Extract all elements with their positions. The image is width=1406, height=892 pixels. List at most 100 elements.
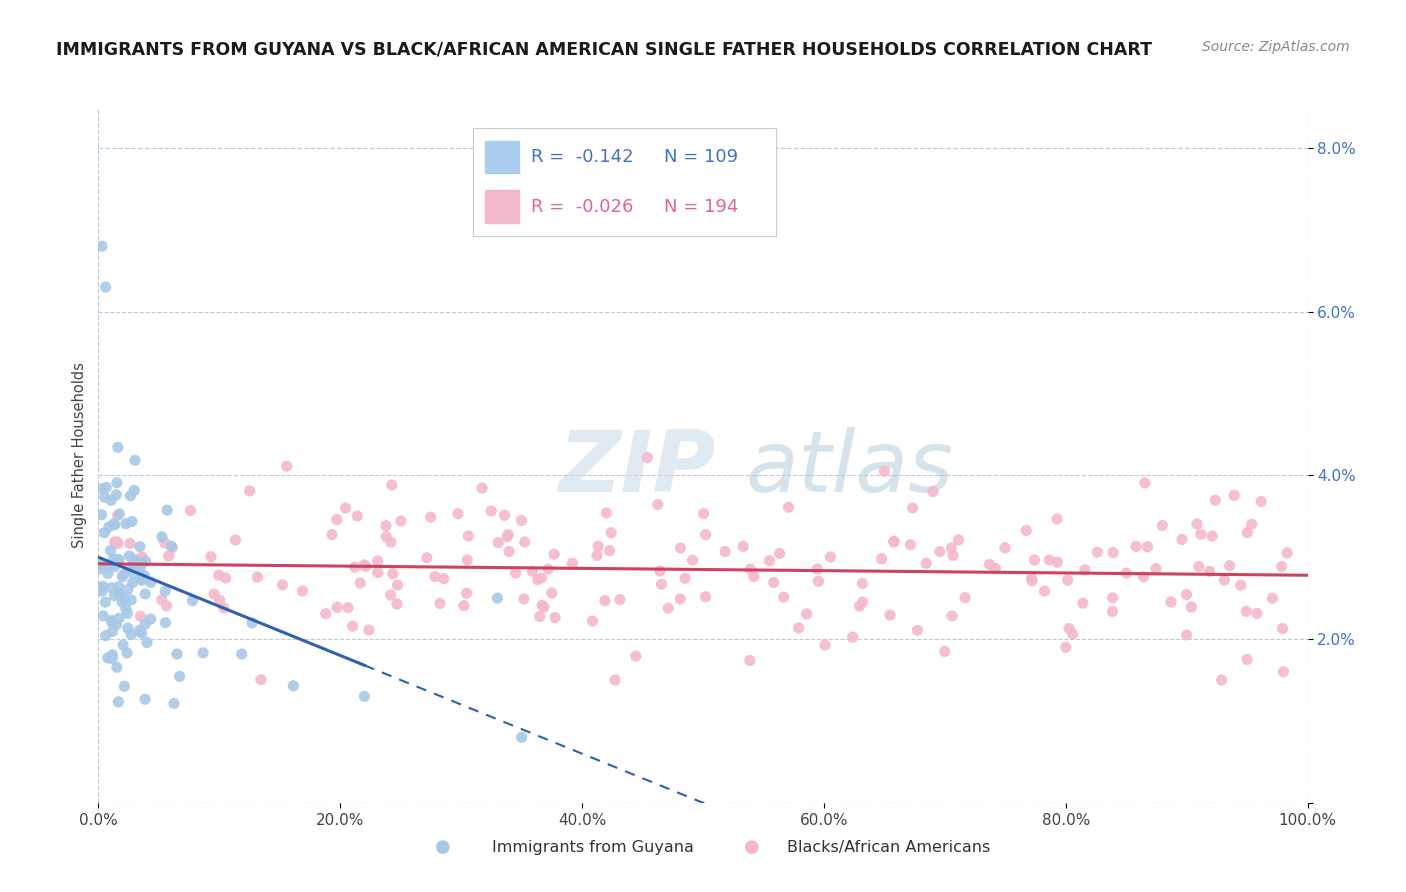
Point	[107, 508, 129, 523]
Point	[682, 553, 704, 567]
Point	[94, 280, 117, 294]
Point	[1046, 512, 1069, 526]
Point	[915, 556, 938, 570]
Point	[762, 575, 785, 590]
Point	[353, 690, 375, 704]
Point	[1213, 573, 1236, 587]
Point	[1223, 488, 1246, 502]
Point	[595, 506, 617, 520]
Point	[905, 624, 928, 638]
Point	[118, 561, 141, 575]
Point	[155, 584, 177, 599]
Point	[543, 547, 565, 561]
Point	[870, 551, 893, 566]
Point	[669, 592, 692, 607]
Point	[636, 450, 658, 465]
Point	[496, 530, 519, 544]
Point	[128, 624, 150, 638]
Point	[103, 552, 125, 566]
Point	[901, 500, 924, 515]
Point	[122, 552, 145, 566]
Point	[97, 520, 120, 534]
Point	[778, 500, 800, 515]
Point	[1038, 553, 1060, 567]
Point	[283, 679, 305, 693]
Point	[101, 651, 124, 665]
Point	[1102, 545, 1125, 559]
Point	[738, 653, 761, 667]
Point	[841, 630, 863, 644]
Point	[375, 530, 398, 544]
Point	[1277, 546, 1299, 560]
Point	[496, 527, 519, 541]
Point	[108, 507, 131, 521]
Point	[89, 562, 111, 576]
Point	[96, 480, 118, 494]
Point	[1236, 652, 1258, 666]
Point	[648, 564, 671, 578]
Point	[120, 489, 142, 503]
Point	[107, 585, 129, 599]
Point	[367, 566, 389, 580]
Point	[321, 527, 343, 541]
Point	[115, 516, 138, 531]
Point	[90, 558, 112, 572]
Point	[429, 596, 451, 610]
Point	[879, 608, 901, 623]
Point	[169, 669, 191, 683]
Point	[669, 541, 692, 555]
Point	[135, 554, 157, 568]
Point	[787, 621, 810, 635]
Point	[112, 679, 135, 693]
Point	[941, 609, 963, 624]
Point	[336, 600, 359, 615]
Point	[883, 535, 905, 549]
Point	[733, 540, 755, 554]
Point	[117, 621, 139, 635]
Point	[1021, 571, 1043, 585]
Point	[1160, 595, 1182, 609]
Point	[202, 587, 225, 601]
Point	[97, 560, 120, 574]
Point	[163, 697, 186, 711]
Point	[1074, 563, 1097, 577]
Point	[134, 569, 156, 583]
Point	[513, 592, 536, 607]
Point	[326, 600, 349, 615]
Point	[134, 587, 156, 601]
Point	[139, 612, 162, 626]
Point	[510, 731, 533, 745]
Point	[136, 635, 159, 649]
Point	[105, 660, 128, 674]
Point	[208, 568, 231, 582]
Point	[108, 589, 131, 603]
Point	[1144, 562, 1167, 576]
Point	[522, 564, 544, 578]
Point	[354, 559, 377, 574]
Point	[586, 539, 609, 553]
Point	[160, 539, 183, 553]
Point	[121, 575, 143, 590]
Point	[1046, 555, 1069, 569]
Point	[486, 591, 509, 606]
Point	[101, 648, 124, 662]
Point	[1219, 558, 1241, 573]
Point	[1211, 673, 1233, 687]
Point	[657, 601, 679, 615]
Point	[1189, 527, 1212, 541]
Point	[772, 590, 794, 604]
Point	[155, 615, 177, 630]
Point	[100, 581, 122, 595]
Point	[714, 544, 737, 558]
Point	[1271, 559, 1294, 574]
Point	[129, 557, 152, 571]
Point	[586, 549, 609, 563]
Point	[928, 544, 950, 558]
Point	[806, 562, 828, 576]
Point	[471, 481, 494, 495]
Point	[1056, 573, 1078, 587]
Point	[353, 558, 375, 572]
Point	[346, 508, 368, 523]
Point	[673, 571, 696, 585]
Point	[107, 580, 129, 594]
